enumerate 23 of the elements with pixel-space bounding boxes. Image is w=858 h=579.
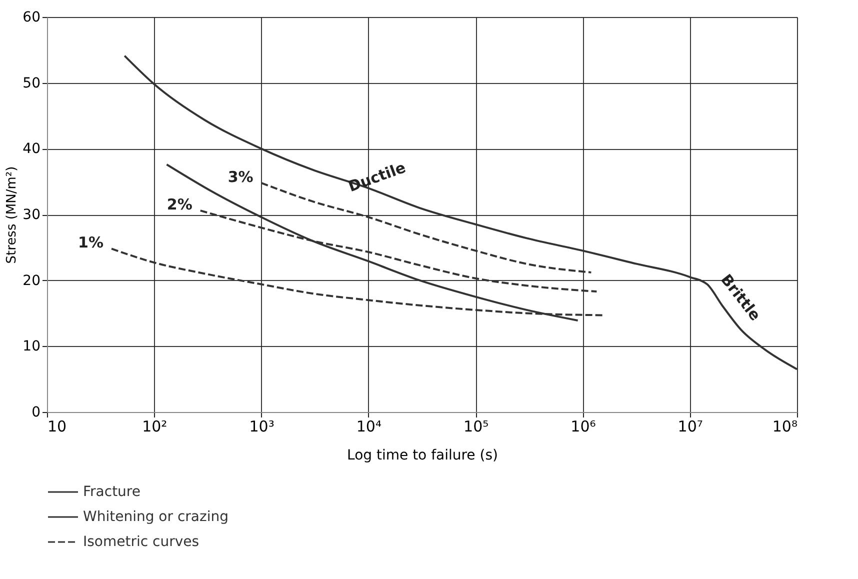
series-label: 3% <box>228 168 254 186</box>
y-tick-label: 0 <box>32 404 40 420</box>
x-tick-label: 10⁸ <box>772 418 798 436</box>
x-axis-title: Log time to failure (s) <box>347 448 498 464</box>
x-tick-label: 10⁶ <box>570 418 596 436</box>
y-axis-title: Stress (MN/m²) <box>4 166 20 264</box>
x-tick-label: 10³ <box>249 418 274 436</box>
legend-label: Fracture <box>83 484 140 500</box>
x-tick-label: 10 <box>48 418 67 436</box>
y-tick-label: 20 <box>22 272 40 289</box>
legend-label: Whitening or crazing <box>83 509 228 525</box>
x-tick-label: 10⁷ <box>678 418 703 436</box>
series-label: 1% <box>78 234 104 252</box>
x-tick-label: 10⁴ <box>356 418 382 436</box>
y-tick-label: 60 <box>22 10 40 26</box>
x-tick-label: 10⁵ <box>464 418 489 436</box>
y-tick-label: 40 <box>22 141 40 158</box>
y-tick-label: 50 <box>22 75 40 92</box>
series-label: 2% <box>166 196 192 214</box>
y-tick-label: 10 <box>22 338 40 355</box>
y-tick-label: 30 <box>22 207 40 223</box>
x-tick-label: 10² <box>142 418 168 436</box>
text: Isometric curves <box>83 534 200 550</box>
